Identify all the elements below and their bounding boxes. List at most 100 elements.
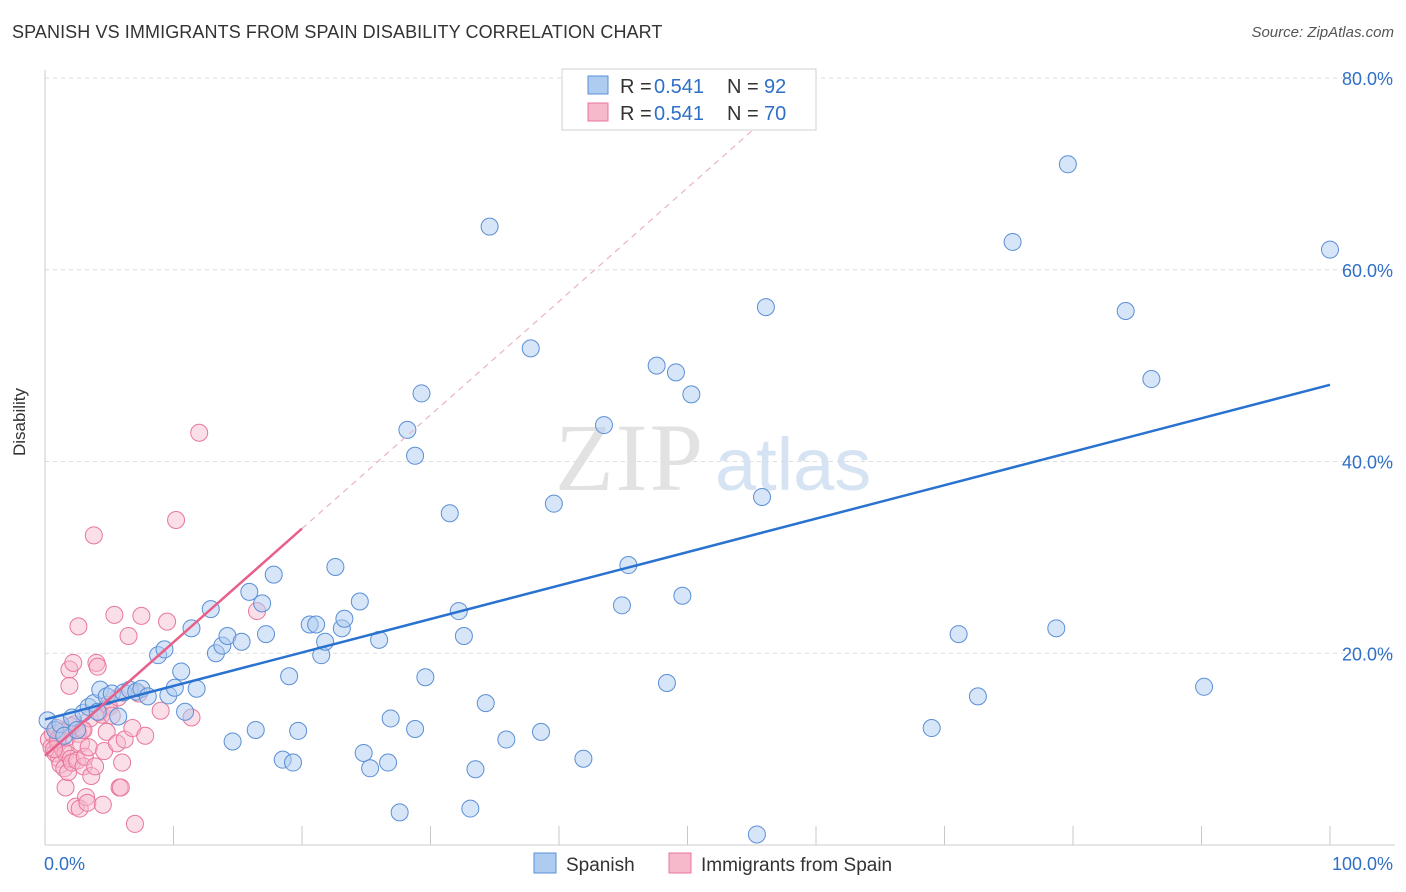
- point-immigrants-from-spain: [88, 657, 107, 676]
- point-spanish: [466, 760, 485, 779]
- point-spanish: [657, 673, 676, 692]
- point-immigrants-from-spain: [151, 701, 170, 720]
- chart-source: Source: ZipAtlas.com: [1251, 24, 1394, 41]
- point-immigrants-from-spain: [125, 814, 144, 833]
- x-tick-label-min: 0.0%: [44, 854, 85, 874]
- point-spanish: [176, 702, 195, 721]
- point-immigrants-from-spain: [105, 605, 124, 624]
- legend-r-label-immigrants: R =: [620, 103, 652, 125]
- point-immigrants-from-spain: [97, 722, 116, 741]
- point-spanish: [544, 494, 563, 513]
- point-immigrants-from-spain: [86, 757, 105, 776]
- point-spanish: [612, 596, 631, 615]
- point-spanish: [949, 625, 968, 644]
- legend-top: R = 0.541 N = 92 R = 0.541 N = 70: [561, 68, 817, 131]
- point-spanish: [532, 722, 551, 741]
- point-spanish: [521, 339, 540, 358]
- point-immigrants-from-spain: [132, 606, 151, 625]
- point-spanish: [350, 592, 369, 611]
- point-spanish: [187, 679, 206, 698]
- point-spanish: [682, 385, 701, 404]
- y-tick-labels: 20.0% 40.0% 60.0% 80.0%: [1342, 69, 1393, 664]
- legend-n-value-spanish: 92: [764, 76, 786, 98]
- point-spanish: [172, 662, 191, 681]
- legend-n-label-spanish: N =: [727, 76, 759, 98]
- point-immigrants-from-spain: [82, 766, 101, 785]
- watermark-zip: ZIP: [555, 404, 705, 511]
- point-spanish: [968, 687, 987, 706]
- legend-n-value-immigrants: 70: [764, 103, 786, 125]
- point-spanish: [454, 626, 473, 645]
- point-spanish: [1321, 240, 1339, 259]
- point-spanish: [666, 363, 685, 382]
- point-spanish: [240, 582, 259, 601]
- legend-bottom-swatch-spanish: [533, 852, 557, 874]
- trendline-spanish: [44, 383, 1331, 721]
- legend-bottom-label-spanish: Spanish: [566, 855, 635, 876]
- point-spanish: [461, 799, 480, 818]
- y-tick-label: 40.0%: [1342, 453, 1393, 473]
- point-spanish: [406, 719, 425, 738]
- series-spanish: [38, 155, 1339, 844]
- point-spanish: [476, 694, 495, 713]
- trendlines: [44, 130, 1331, 757]
- point-spanish: [1195, 677, 1214, 696]
- point-immigrants-from-spain: [84, 526, 103, 545]
- point-spanish: [574, 749, 593, 768]
- watermark-atlas: atlas: [715, 423, 871, 506]
- point-immigrants-from-spain: [93, 795, 112, 814]
- point-immigrants-from-spain: [136, 726, 155, 745]
- point-spanish: [747, 825, 766, 844]
- point-immigrants-from-spain: [190, 423, 209, 442]
- legend-r-value-spanish: 0.541: [654, 76, 704, 98]
- point-immigrants-from-spain: [77, 788, 96, 807]
- point-spanish: [1047, 619, 1066, 638]
- point-immigrants-from-spain: [64, 653, 83, 672]
- point-spanish: [381, 709, 400, 728]
- point-spanish: [223, 732, 242, 751]
- point-spanish: [1003, 232, 1022, 251]
- point-spanish: [284, 753, 303, 772]
- y-tick-label: 20.0%: [1342, 644, 1393, 664]
- point-spanish: [480, 217, 499, 236]
- point-spanish: [1142, 370, 1161, 389]
- x-tick-label-max: 100.0%: [1332, 854, 1393, 874]
- point-spanish: [412, 384, 431, 403]
- point-spanish: [379, 753, 398, 772]
- point-spanish: [280, 667, 299, 686]
- point-spanish: [264, 565, 283, 584]
- point-spanish: [232, 632, 251, 651]
- point-spanish: [335, 609, 354, 628]
- point-spanish: [497, 730, 516, 749]
- point-spanish: [390, 803, 409, 822]
- point-immigrants-from-spain: [113, 753, 132, 772]
- point-spanish: [253, 594, 272, 613]
- point-spanish: [416, 668, 435, 687]
- point-spanish: [1116, 301, 1135, 320]
- point-immigrants-from-spain: [167, 510, 186, 529]
- point-spanish: [246, 720, 265, 739]
- point-spanish: [326, 557, 345, 576]
- point-spanish: [440, 504, 459, 523]
- gridlines: [45, 77, 1395, 654]
- point-immigrants-from-spain: [119, 626, 138, 645]
- point-spanish: [361, 759, 380, 778]
- y-tick-label: 60.0%: [1342, 261, 1393, 281]
- point-spanish: [753, 487, 772, 506]
- point-spanish: [594, 416, 613, 435]
- legend-r-label-spanish: R =: [620, 76, 652, 98]
- point-spanish: [1058, 155, 1077, 174]
- legend-bottom-label-immigrants: Immigrants from Spain: [701, 855, 892, 876]
- point-spanish: [307, 615, 326, 634]
- point-immigrants-from-spain: [111, 778, 130, 797]
- point-spanish: [257, 625, 276, 644]
- point-immigrants-from-spain: [60, 676, 79, 695]
- point-spanish: [289, 721, 308, 740]
- legend-n-label-immigrants: N =: [727, 103, 759, 125]
- point-spanish: [398, 420, 417, 439]
- legend-bottom: Spanish Immigrants from Spain: [533, 852, 892, 876]
- point-immigrants-from-spain: [56, 778, 75, 797]
- watermark: ZIP atlas: [555, 404, 871, 511]
- trendline-immigrants-from-spain: [44, 527, 303, 757]
